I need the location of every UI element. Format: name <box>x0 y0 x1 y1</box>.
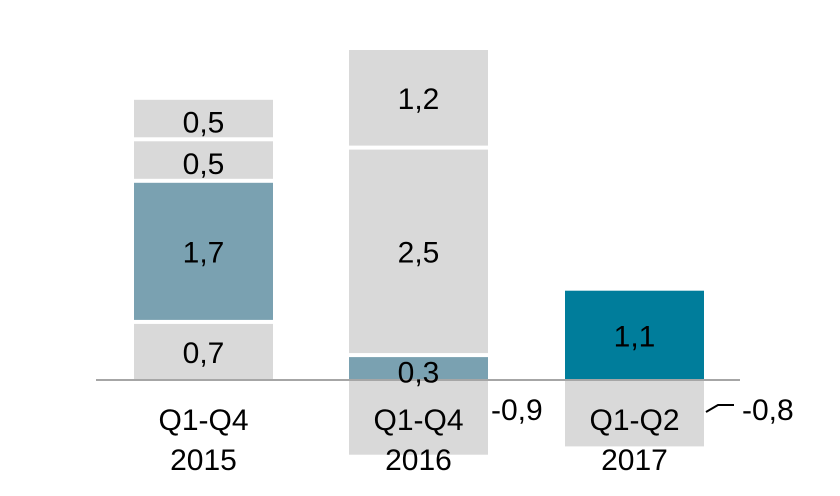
bar-segment <box>134 141 273 179</box>
bar-segment <box>565 290 704 380</box>
bar-segment <box>349 357 488 380</box>
bar-segment <box>565 380 704 447</box>
bar-segment <box>349 50 488 146</box>
bar-segment <box>134 99 273 138</box>
labels-layer: 0,7 1,7 0,5 0,5 Q1-Q4 2015 -0,9 0,3 2,5 1,2 Q1-Q4 2… <box>158 83 793 477</box>
data-label: 1,2 <box>398 83 440 116</box>
category-label-line2: 2015 <box>170 444 237 477</box>
category-label-line1: Q1-Q2 <box>589 404 679 437</box>
data-label: 0,5 <box>183 107 225 140</box>
data-label: 0,7 <box>183 337 225 370</box>
category-label-line2: 2017 <box>601 444 668 477</box>
category-label-line1: Q1-Q4 <box>373 404 463 437</box>
bar-segment <box>349 380 488 455</box>
category-label-line2: 2016 <box>385 444 452 477</box>
data-label: 1,1 <box>614 320 656 353</box>
data-label: 2,5 <box>398 236 440 269</box>
data-label: -0,9 <box>491 394 543 427</box>
leader-line <box>705 404 734 413</box>
bar-segment <box>134 323 273 380</box>
data-label: 0,3 <box>398 357 440 390</box>
bars-layer <box>134 50 704 455</box>
data-label: 1,7 <box>183 236 225 269</box>
data-label: 0,5 <box>183 148 225 181</box>
data-label: -0,8 <box>742 394 794 427</box>
bar-segment <box>134 182 273 320</box>
bar-segment <box>349 149 488 354</box>
category-label-line1: Q1-Q4 <box>158 404 248 437</box>
